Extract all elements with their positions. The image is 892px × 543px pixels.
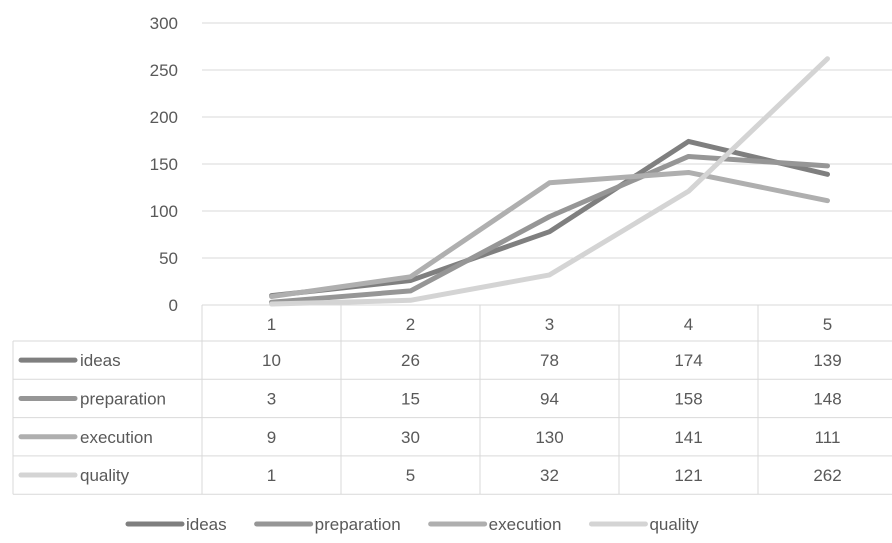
x-tick-label: 1 bbox=[267, 315, 276, 334]
data-label: 94 bbox=[540, 389, 559, 408]
y-tick-label: 150 bbox=[150, 155, 178, 174]
table-row-label: preparation bbox=[80, 389, 166, 408]
data-label: 10 bbox=[262, 351, 281, 370]
series-line-execution bbox=[269, 169, 830, 300]
data-label: 9 bbox=[267, 428, 276, 447]
table-row-label: quality bbox=[80, 466, 130, 485]
data-label: 262 bbox=[813, 466, 841, 485]
legend-label-execution: execution bbox=[489, 515, 562, 534]
legend: ideas preparation execution quality bbox=[125, 515, 699, 534]
data-label: 139 bbox=[813, 351, 841, 370]
data-label: 1 bbox=[267, 466, 276, 485]
data-label: 141 bbox=[674, 428, 702, 447]
data-label: 121 bbox=[674, 466, 702, 485]
data-label: 15 bbox=[401, 389, 420, 408]
y-tick-label: 300 bbox=[150, 14, 178, 33]
y-axis: 0 50 100 150 200 250 300 bbox=[150, 14, 178, 315]
data-label: 111 bbox=[815, 428, 841, 447]
data-label: 3 bbox=[267, 389, 276, 408]
x-tick-label: 3 bbox=[545, 315, 554, 334]
data-label: 130 bbox=[535, 428, 563, 447]
legend-label-preparation: preparation bbox=[315, 515, 401, 534]
x-tick-label: 5 bbox=[823, 315, 832, 334]
series-lines bbox=[269, 56, 830, 307]
data-label: 78 bbox=[540, 351, 559, 370]
data-label: 26 bbox=[401, 351, 420, 370]
x-tick-label: 2 bbox=[406, 315, 415, 334]
y-tick-label: 0 bbox=[169, 296, 178, 315]
y-tick-label: 200 bbox=[150, 108, 178, 127]
x-tick-label: 4 bbox=[684, 315, 693, 334]
legend-label-ideas: ideas bbox=[186, 515, 227, 534]
data-label: 5 bbox=[406, 466, 415, 485]
y-tick-label: 100 bbox=[150, 202, 178, 221]
gridlines bbox=[202, 22, 892, 259]
data-label: 174 bbox=[674, 351, 702, 370]
table-row-label: execution bbox=[80, 428, 153, 447]
data-label: 148 bbox=[813, 389, 841, 408]
series-line-preparation bbox=[269, 153, 830, 305]
legend-label-quality: quality bbox=[649, 515, 699, 534]
series-line-quality bbox=[269, 56, 830, 307]
data-label: 32 bbox=[540, 466, 559, 485]
table-row-label: ideas bbox=[80, 351, 121, 370]
data-label: 30 bbox=[401, 428, 420, 447]
data-label: 158 bbox=[674, 389, 702, 408]
y-tick-label: 50 bbox=[159, 249, 178, 268]
y-tick-label: 250 bbox=[150, 61, 178, 80]
